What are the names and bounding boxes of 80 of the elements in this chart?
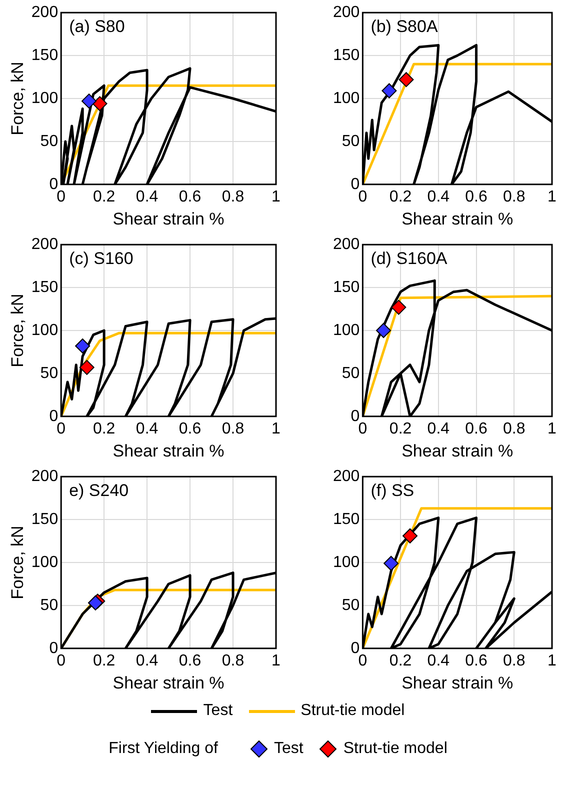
x-tick-label: 0.4 (136, 420, 158, 438)
y-tick-label: 100 (332, 322, 360, 339)
y-tick-label: 200 (31, 468, 58, 486)
x-tick-label: 0.8 (222, 188, 244, 206)
legend-label: Strut-tie model (300, 702, 405, 720)
x-tick-label: 0.8 (503, 420, 526, 438)
x-tick-label: 1 (272, 420, 281, 438)
x-tick-label: 0.2 (389, 188, 412, 206)
x-tick-label: 0.2 (92, 652, 116, 670)
y-tick-label: 150 (332, 278, 360, 296)
x-tick-label: 0.8 (503, 652, 526, 670)
x-tick-label: 0.4 (427, 652, 450, 670)
y-tick-label: 50 (342, 132, 360, 150)
x-tick-label: 0.2 (92, 420, 116, 438)
x-axis-title: Shear strain % (112, 673, 224, 692)
y-tick-label: 150 (332, 510, 360, 528)
y-tick-label: 150 (332, 46, 360, 64)
x-axis-title: Shear strain % (402, 209, 514, 228)
legend-label: Test (274, 740, 304, 758)
y-tick-label: 200 (31, 236, 58, 254)
y-tick-label: 200 (332, 236, 360, 254)
chart-title: (b) S80A (370, 16, 438, 36)
x-tick-label: 0.4 (136, 188, 158, 206)
y-axis-title: Force, kN (8, 62, 27, 136)
y-tick-label: 0 (350, 176, 360, 193)
legend-label: Strut-tie model (343, 740, 448, 758)
x-axis-title: Shear strain % (112, 441, 224, 460)
y-tick-label: 0 (350, 408, 360, 425)
y-tick-label: 0 (49, 176, 58, 193)
y-tick-label: 150 (31, 46, 58, 64)
y-tick-label: 200 (31, 4, 58, 22)
x-tick-label: 1 (548, 652, 557, 670)
x-tick-label: 0.2 (389, 652, 412, 670)
y-tick-label: 150 (31, 278, 58, 296)
legend-label: Test (203, 702, 233, 720)
x-tick-label: 0.6 (465, 652, 488, 670)
y-tick-label: 100 (31, 322, 58, 339)
chart-title: (a) S80 (69, 16, 125, 36)
x-tick-label: 1 (548, 188, 557, 206)
y-tick-label: 50 (40, 132, 58, 150)
y-axis-title: Force, kN (8, 526, 27, 600)
y-tick-label: 50 (342, 596, 360, 614)
x-tick-label: 0.4 (427, 188, 450, 206)
y-tick-label: 50 (342, 364, 360, 382)
x-tick-label: 0.6 (465, 188, 488, 206)
x-tick-label: 1 (548, 420, 557, 438)
y-tick-label: 100 (31, 554, 58, 571)
chart-title: (d) S160A (370, 248, 448, 268)
x-axis-title: Shear strain % (112, 209, 224, 228)
x-tick-label: 0.6 (178, 420, 202, 438)
x-tick-label: 0.6 (178, 652, 202, 670)
x-axis-title: Shear strain % (402, 673, 514, 692)
x-tick-label: 1 (272, 652, 281, 670)
chart-title: (f) SS (370, 480, 414, 500)
x-tick-label: 0.4 (136, 652, 158, 670)
y-tick-label: 50 (40, 596, 58, 614)
legend-title: First Yielding of (108, 740, 218, 758)
chart-title: e) S240 (69, 480, 129, 500)
x-axis-title: Shear strain % (402, 441, 514, 460)
y-tick-label: 100 (332, 90, 360, 107)
y-tick-label: 200 (332, 4, 360, 22)
x-tick-label: 1 (272, 188, 281, 206)
y-tick-label: 200 (332, 468, 360, 486)
y-tick-label: 150 (31, 510, 58, 528)
y-tick-label: 0 (350, 640, 360, 657)
x-tick-label: 0.8 (222, 652, 244, 670)
x-tick-label: 0.4 (427, 420, 450, 438)
x-tick-label: 0.8 (503, 188, 526, 206)
x-tick-label: 0.6 (178, 188, 202, 206)
x-tick-label: 0.2 (389, 420, 412, 438)
y-tick-label: 50 (40, 364, 58, 382)
x-tick-label: 0.6 (465, 420, 488, 438)
y-tick-label: 100 (31, 90, 58, 107)
x-tick-label: 0.2 (92, 188, 116, 206)
chart-title: (c) S160 (69, 248, 134, 268)
y-tick-label: 100 (332, 554, 360, 571)
y-tick-label: 0 (49, 640, 58, 657)
y-axis-title: Force, kN (8, 294, 27, 368)
y-tick-label: 0 (49, 408, 58, 425)
x-tick-label: 0.8 (222, 420, 244, 438)
